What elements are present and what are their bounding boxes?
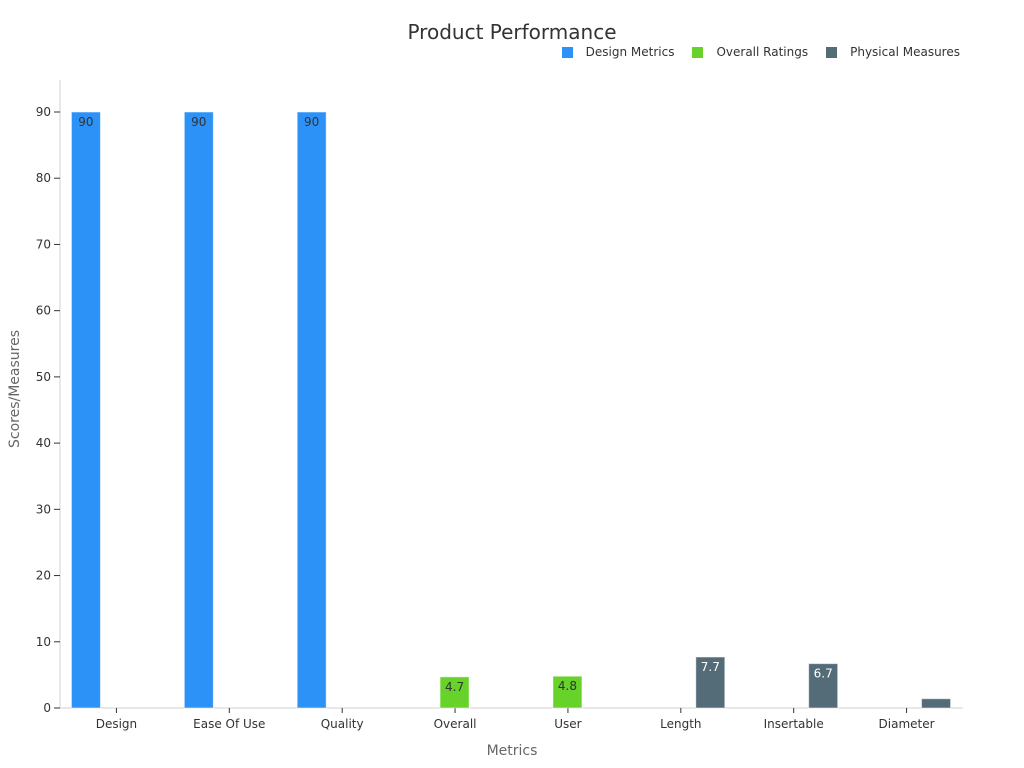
bar[interactable] [183,111,214,709]
legend-item-design-metrics[interactable]: Design Metrics [561,45,675,59]
y-axis-label: Scores/Measures [7,329,23,448]
legend-label: Overall Ratings [716,45,809,59]
bar[interactable] [70,111,101,709]
bar-value-label: 90 [78,115,93,129]
x-tick-label: Length [660,717,701,731]
legend-label: Design Metrics [585,45,675,59]
bar-value-label: 6.7 [814,667,833,681]
chart-title: Product Performance [407,20,617,44]
x-tick-label: User [554,717,581,731]
bar[interactable] [439,676,470,709]
y-tick-label: 90 [36,105,51,119]
y-tick-label: 60 [36,304,51,318]
y-tick-label: 10 [36,635,51,649]
y-tick-label: 70 [36,237,51,251]
y-tick-label: 20 [36,569,51,583]
legend-item-physical-measures[interactable]: Physical Measures [826,45,960,59]
legend-swatch [826,46,838,58]
bar-value-label: 7.7 [701,660,720,674]
x-axis-label: Metrics [486,743,538,759]
bar-value-label: 4.8 [558,679,577,693]
legend-label: Physical Measures [850,45,960,59]
legend: Design Metrics Overall Ratings Physical … [561,45,960,59]
legend-swatch [561,46,573,58]
bar[interactable] [695,656,726,709]
y-tick-label: 50 [36,370,51,384]
bar-value-label: 90 [191,115,206,129]
x-tick-label: Ease Of Use [193,717,265,731]
x-tick-label: Quality [321,717,364,731]
y-tick-label: 40 [36,436,51,450]
y-tick-label: 30 [36,502,51,516]
y-tick-label: 80 [36,171,51,185]
x-tick-label: Design [96,717,137,731]
bar[interactable] [296,111,327,709]
bar[interactable] [921,698,952,709]
legend-swatch [692,46,704,58]
bar[interactable] [808,663,839,709]
bar-value-label: 90 [304,115,319,129]
bar-value-label: 4.7 [445,680,464,694]
y-tick-label: 0 [43,701,51,715]
bar[interactable] [552,675,583,709]
legend-item-overall-ratings[interactable]: Overall Ratings [692,45,808,59]
x-tick-label: Diameter [879,717,935,731]
x-tick-label: Overall [434,717,477,731]
x-tick-label: Insertable [764,717,824,731]
